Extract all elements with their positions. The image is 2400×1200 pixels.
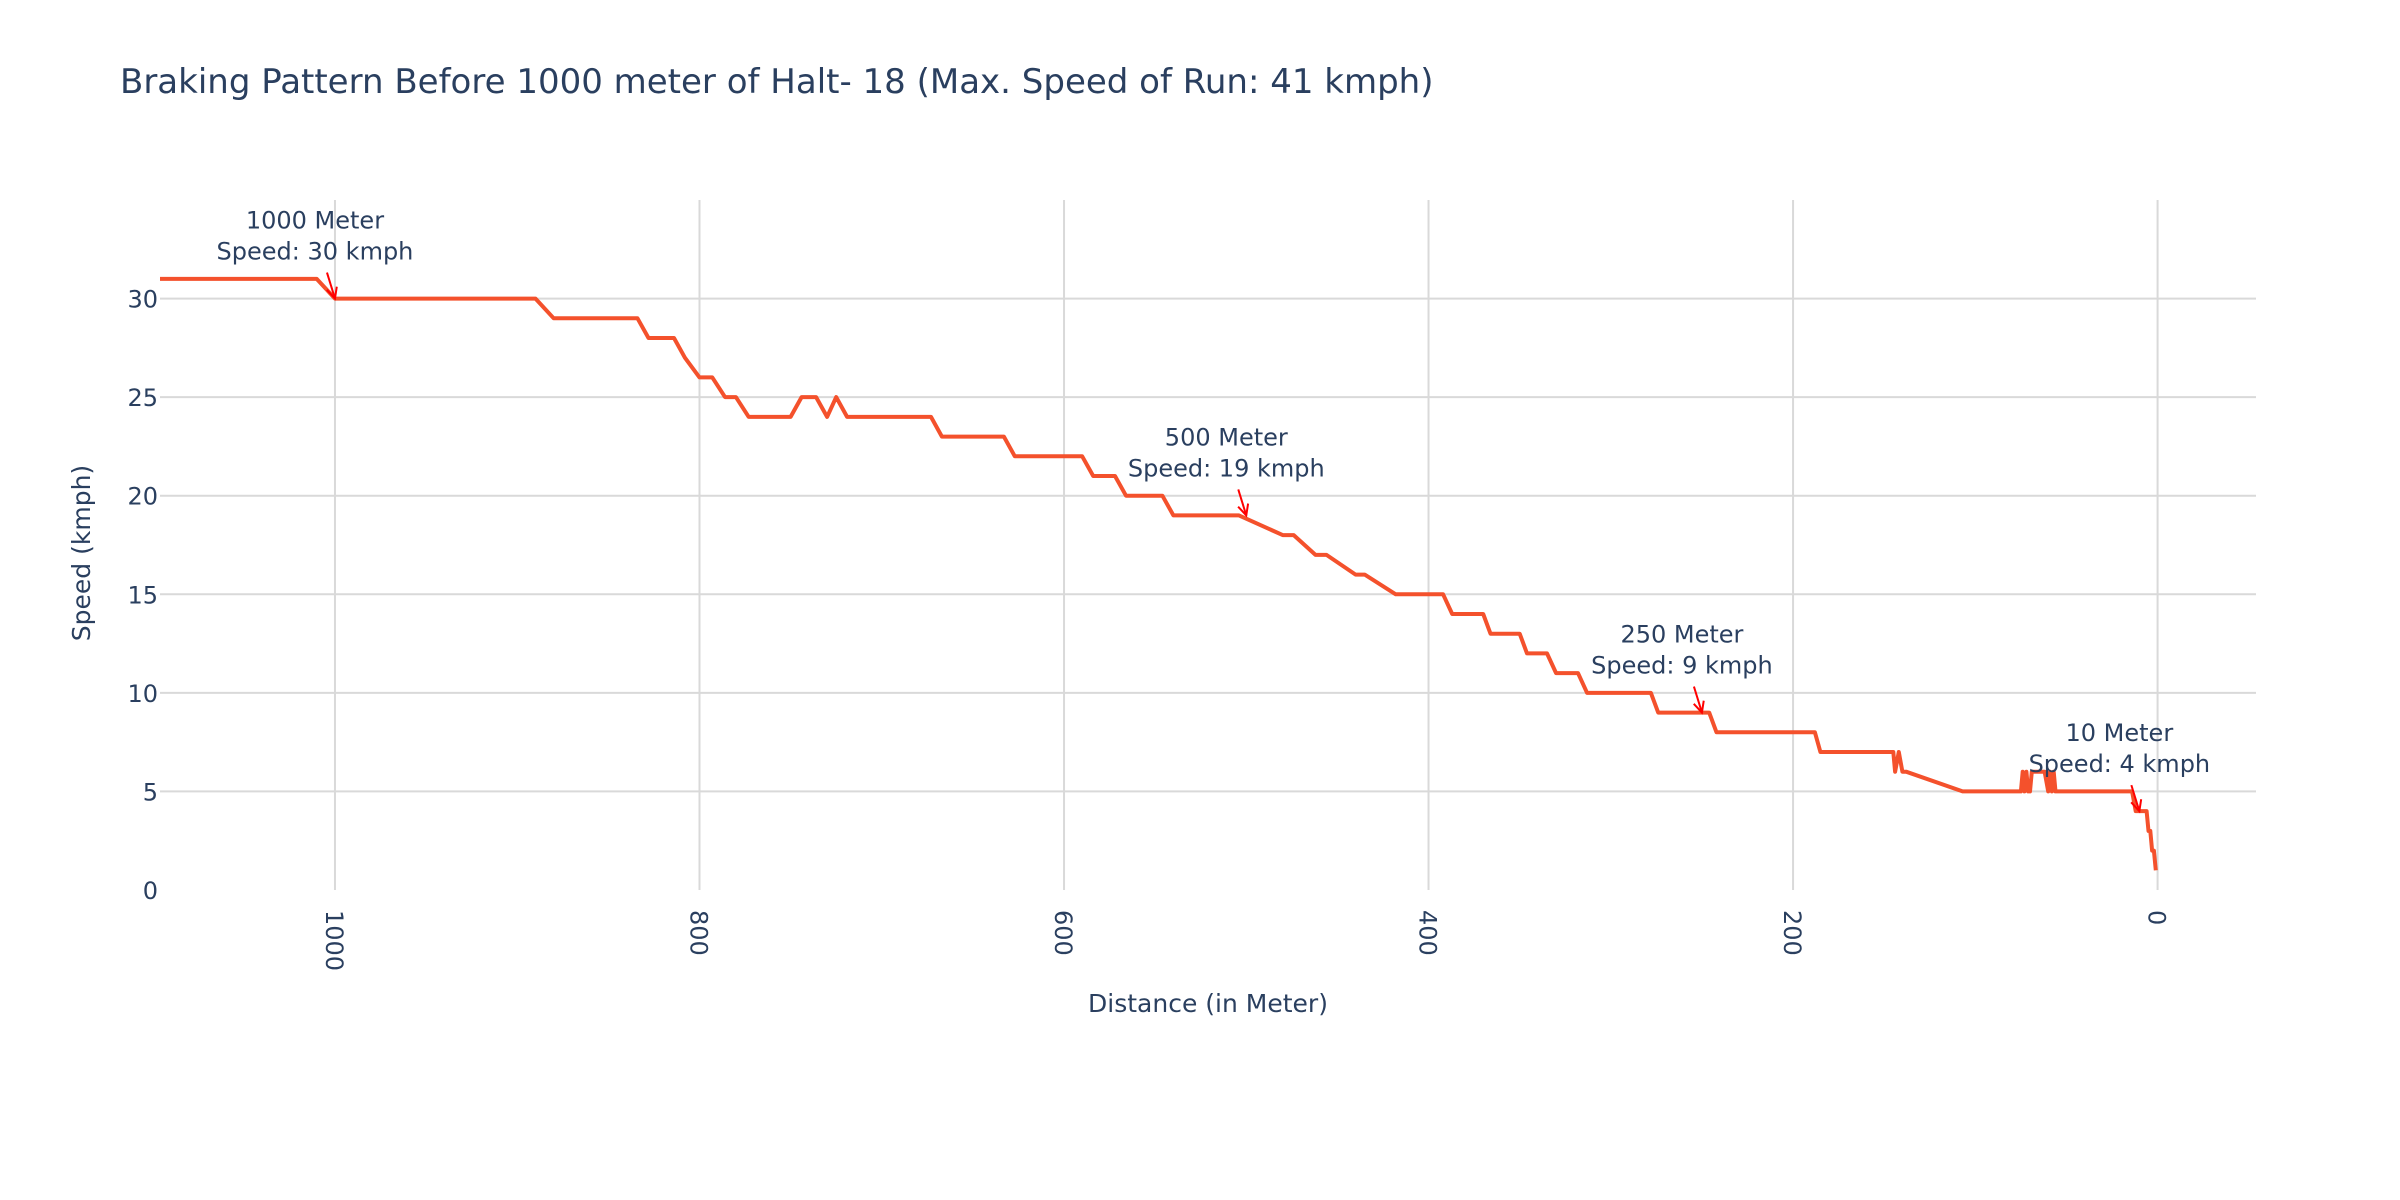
annotation-label-line2: Speed: 30 kmph [217, 238, 414, 266]
annotation-label-line1: 10 Meter [2066, 719, 2174, 747]
y-tick-label: 5 [143, 778, 158, 806]
y-tick-label: 25 [127, 384, 158, 412]
annotation-layer: 1000 Meter Speed: 30 kmph 500 Meter Speed: … [217, 207, 2211, 814]
annotation-label-line2: Speed: 4 kmph [2029, 750, 2211, 778]
annotation-arrowhead [1693, 700, 1705, 715]
y-tick-label: 30 [127, 286, 158, 314]
x-tick-label: 600 [1049, 910, 1077, 956]
annotation-arrowhead [326, 286, 338, 301]
annotation-arrow-line [1692, 686, 1703, 713]
x-axis-title: Distance (in Meter) [1088, 989, 1328, 1018]
annotation-arrow-line [326, 272, 336, 299]
x-tick-label: 800 [684, 910, 712, 956]
x-tick-label: 400 [1414, 910, 1442, 956]
annotation-arrowhead [1237, 503, 1250, 518]
x-tick-label: 200 [1778, 910, 1806, 956]
y-axis-title: Speed (kmph) [67, 465, 96, 641]
grid-layer [160, 200, 2256, 890]
annotation-arrow-line [2130, 784, 2141, 812]
annotation-arrow-line [1237, 489, 1248, 516]
annotation-label-line1: 250 Meter [1620, 621, 1743, 649]
annotation-label-line2: Speed: 19 kmph [1128, 454, 1325, 482]
y-tick-label: 15 [127, 581, 158, 609]
annotation-label-line1: 500 Meter [1165, 423, 1288, 451]
annotation-label-line2: Speed: 9 kmph [1591, 652, 1773, 680]
speed-series-line [160, 276, 2158, 871]
y-tick-label: 20 [127, 483, 158, 511]
y-tick-label: 0 [143, 877, 158, 905]
line-layer [160, 276, 2158, 871]
chart-title: Braking Pattern Before 1000 meter of Hal… [120, 62, 1434, 102]
annotation-arrowhead [2130, 799, 2143, 814]
x-tick-label: 0 [2143, 910, 2171, 925]
x-tick-label: 1000 [320, 910, 348, 971]
tick-layer: 0 5 10 15 20 25 30 1000 800 600 400 200 0 [127, 286, 2170, 972]
y-tick-label: 10 [127, 680, 158, 708]
annotation-label-line1: 1000 Meter [246, 207, 384, 235]
